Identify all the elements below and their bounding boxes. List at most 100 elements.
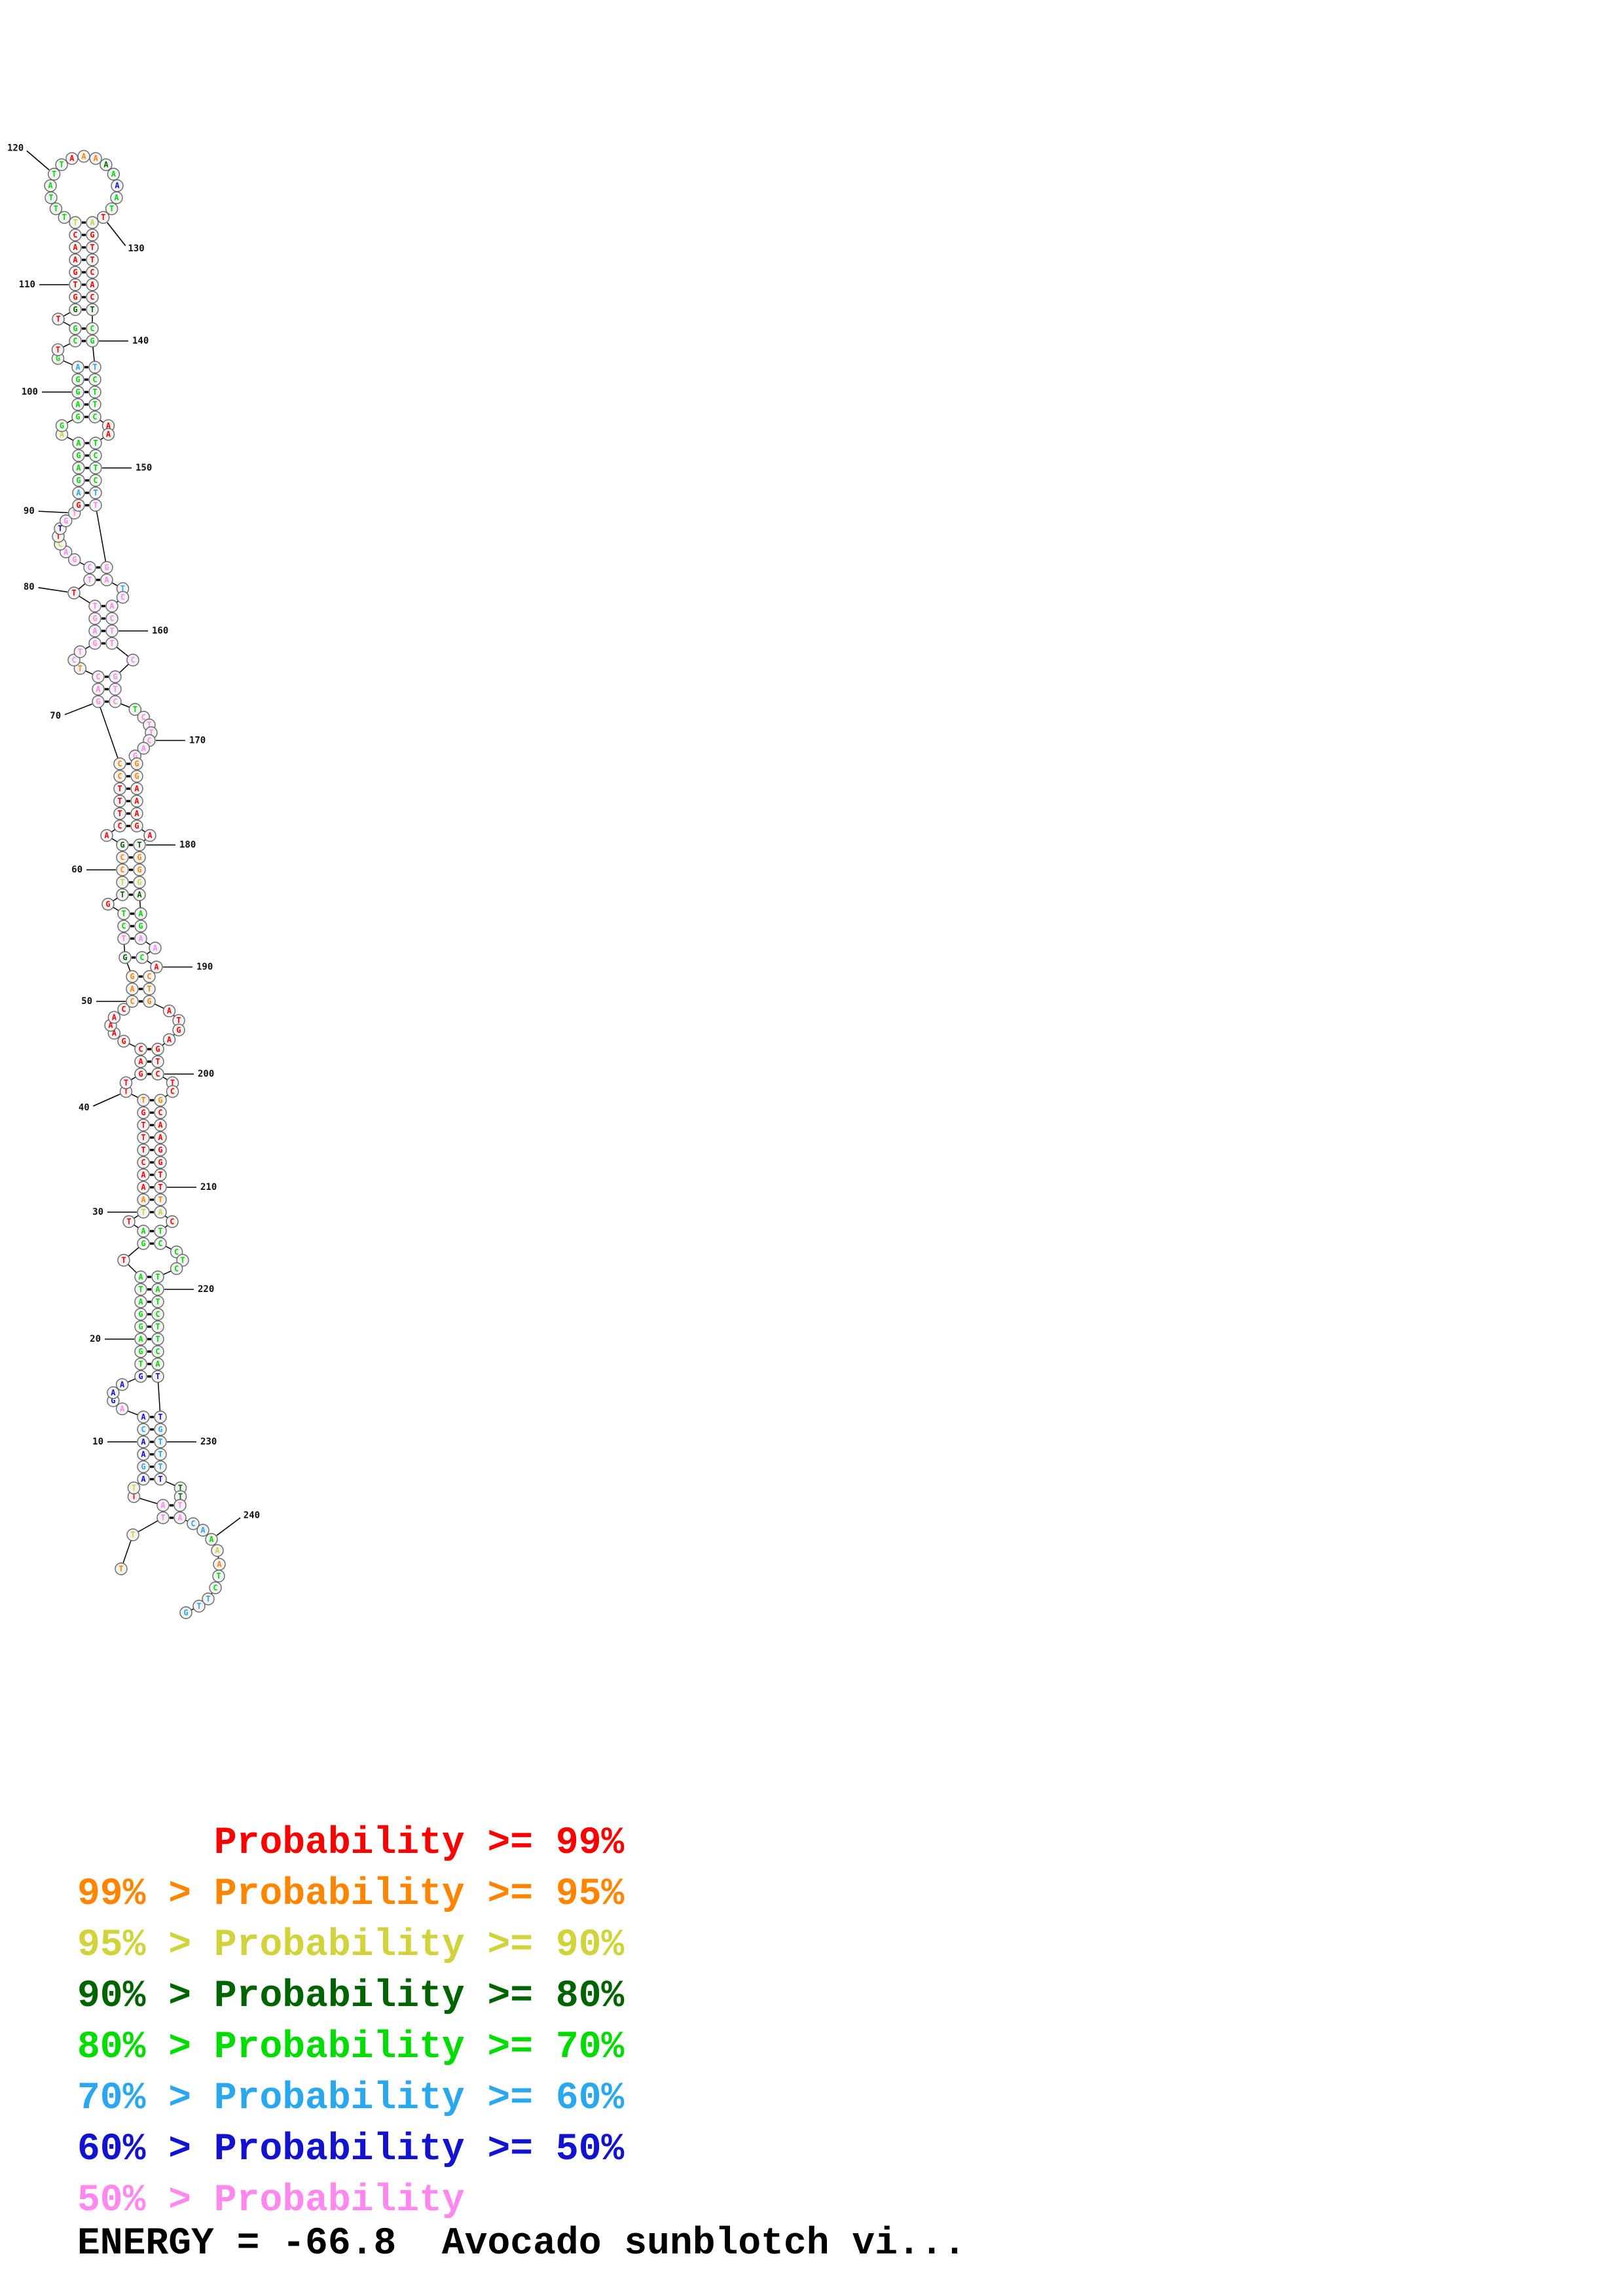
nucleotide xyxy=(116,590,130,604)
nucleotide-letter: C xyxy=(92,375,97,384)
nucleotide-letter: T xyxy=(73,280,77,289)
legend-line: 50% > Probability xyxy=(77,2179,465,2222)
nucleotide-letter: T xyxy=(132,1492,136,1501)
nucleotide xyxy=(154,1473,167,1486)
nucleotide xyxy=(179,1606,192,1619)
position-label: 80 xyxy=(24,582,35,592)
nucleotide xyxy=(154,1435,167,1448)
nucleotide-letter: A xyxy=(141,1227,146,1236)
nucleotide xyxy=(105,612,119,625)
nucleotide-letter: T xyxy=(109,626,114,636)
nucleotide xyxy=(97,211,110,224)
nucleotide xyxy=(137,742,150,755)
nucleotide-letter: A xyxy=(138,1297,143,1306)
position-label: 140 xyxy=(132,336,149,346)
nucleotide xyxy=(166,1085,179,1098)
nucleotide xyxy=(88,637,101,650)
nucleotide-letter: G xyxy=(73,293,77,302)
nucleotide-letter: A xyxy=(138,1272,143,1282)
nucleotide xyxy=(151,1043,164,1056)
nucleotide xyxy=(88,624,101,637)
nucleotide-letter: T xyxy=(59,160,64,170)
nucleotide xyxy=(134,1320,147,1333)
nucleotide-letter: T xyxy=(73,218,77,227)
nucleotide xyxy=(137,1460,150,1473)
nucleotide-letter: T xyxy=(141,1208,145,1217)
position-label: 180 xyxy=(179,840,196,850)
nucleotide-letter: G xyxy=(141,1462,145,1471)
nucleotide xyxy=(154,1119,167,1132)
nucleotide xyxy=(143,995,156,1008)
nucleotide xyxy=(86,278,99,291)
nucleotide-letter: T xyxy=(58,524,62,533)
nucleotide-letter: T xyxy=(177,1501,182,1510)
nucleotide-letter: T xyxy=(92,363,97,372)
nucleotide-letter: T xyxy=(158,1475,162,1484)
nucleotide-letter: T xyxy=(117,809,122,818)
position-label: 190 xyxy=(196,962,213,973)
nucleotide-letter: C xyxy=(93,451,98,460)
nucleotide xyxy=(55,158,68,171)
nucleotide xyxy=(137,1193,150,1206)
nucleotide xyxy=(133,863,146,876)
nucleotide xyxy=(86,241,99,254)
nucleotide-letter: A xyxy=(96,685,101,694)
nucleotide-letter: A xyxy=(108,1021,113,1030)
nucleotide-letter: C xyxy=(155,1310,160,1319)
nucleotide xyxy=(89,449,102,462)
nucleotide xyxy=(151,1270,164,1283)
nucleotide xyxy=(88,612,101,625)
nucleotide-letter: C xyxy=(130,656,135,665)
nucleotide xyxy=(166,1215,179,1229)
position-label: 90 xyxy=(24,506,35,516)
nucleotide-letter: C xyxy=(90,324,94,333)
nucleotide-letter: T xyxy=(121,909,126,918)
nucleotide-letter: A xyxy=(115,181,120,190)
nucleotide-letter: G xyxy=(138,1347,143,1356)
nucleotide xyxy=(105,624,119,637)
nucleotide-letter: T xyxy=(158,1412,162,1422)
nucleotide-letter: A xyxy=(215,1546,220,1555)
nucleotide xyxy=(151,1067,164,1081)
nucleotide xyxy=(137,1131,150,1144)
nucleotide-letter: A xyxy=(111,1388,116,1397)
nucleotide xyxy=(143,982,156,996)
nucleotide xyxy=(109,670,122,683)
nucleotide-letter: C xyxy=(170,1087,175,1096)
nucleotide-letter: A xyxy=(104,831,109,840)
nucleotide-letter: G xyxy=(134,772,139,781)
nucleotide-letter: G xyxy=(137,853,141,862)
nucleotide-letter: C xyxy=(117,821,122,831)
nucleotide-letter: G xyxy=(176,1026,181,1035)
nucleotide-letter: T xyxy=(120,878,124,887)
nucleotide xyxy=(113,819,126,833)
nucleotide xyxy=(89,437,102,450)
nucleotide-letter: T xyxy=(130,1530,135,1539)
nucleotide-letter: C xyxy=(138,1045,143,1054)
nucleotide-letter: A xyxy=(73,255,78,264)
nucleotide xyxy=(137,1423,150,1436)
nucleotide-letter: A xyxy=(76,439,81,448)
nucleotide xyxy=(72,486,85,499)
nucleotide xyxy=(115,1562,128,1575)
nucleotide-letter: A xyxy=(141,1195,146,1204)
nucleotide xyxy=(126,653,139,667)
legend-line: 80% > Probability >= 70% xyxy=(77,2026,625,2069)
nucleotide xyxy=(151,1055,164,1068)
nucleotide-letter: G xyxy=(73,268,77,277)
nucleotide-letter: T xyxy=(147,721,151,730)
nucleotide xyxy=(86,266,99,279)
nucleotide xyxy=(130,770,143,783)
nucleotide-letter: T xyxy=(48,193,53,202)
nucleotide xyxy=(116,876,129,889)
nucleotide-letter: A xyxy=(90,218,95,227)
nucleotide xyxy=(44,179,57,192)
nucleotide xyxy=(67,586,81,600)
nucleotide xyxy=(52,312,65,326)
nucleotide-letter: A xyxy=(141,744,147,753)
nucleotide xyxy=(154,1193,167,1206)
nucleotide xyxy=(136,951,149,964)
nucleotide-letter: C xyxy=(96,672,100,681)
nucleotide-letter: A xyxy=(134,797,139,806)
nucleotide-letter: G xyxy=(138,1322,143,1331)
